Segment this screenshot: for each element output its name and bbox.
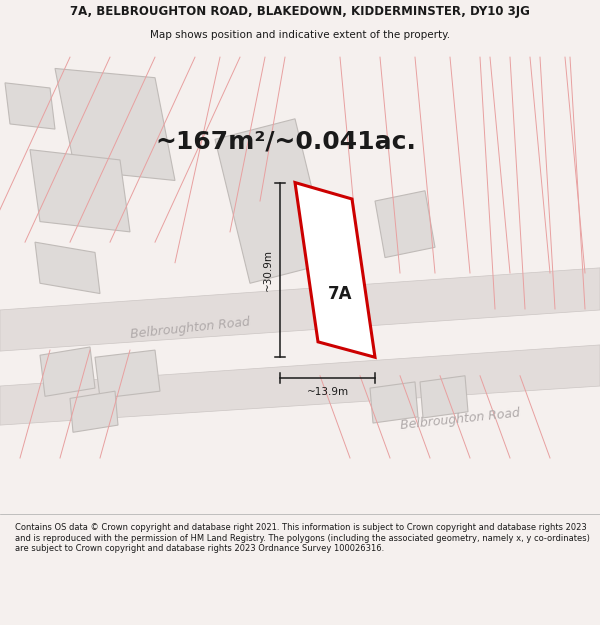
Polygon shape — [5, 83, 55, 129]
Text: Belbroughton Road: Belbroughton Road — [130, 316, 251, 341]
Text: 7A, BELBROUGHTON ROAD, BLAKEDOWN, KIDDERMINSTER, DY10 3JG: 7A, BELBROUGHTON ROAD, BLAKEDOWN, KIDDER… — [70, 5, 530, 18]
Polygon shape — [0, 268, 600, 351]
Polygon shape — [0, 345, 600, 425]
Polygon shape — [35, 242, 100, 294]
Polygon shape — [55, 69, 175, 181]
Text: ~167m²/~0.041ac.: ~167m²/~0.041ac. — [155, 129, 416, 153]
Polygon shape — [40, 347, 95, 396]
Polygon shape — [215, 119, 330, 283]
Polygon shape — [375, 191, 435, 258]
Text: Map shows position and indicative extent of the property.: Map shows position and indicative extent… — [150, 30, 450, 40]
Text: ~30.9m: ~30.9m — [263, 249, 273, 291]
Polygon shape — [420, 376, 468, 418]
Text: 7A: 7A — [328, 284, 352, 302]
Polygon shape — [370, 382, 418, 423]
Polygon shape — [95, 350, 160, 398]
Polygon shape — [70, 391, 118, 432]
Polygon shape — [295, 182, 375, 358]
Text: Contains OS data © Crown copyright and database right 2021. This information is : Contains OS data © Crown copyright and d… — [15, 523, 590, 553]
Text: ~13.9m: ~13.9m — [307, 388, 349, 398]
Polygon shape — [30, 149, 130, 232]
Text: Belbroughton Road: Belbroughton Road — [400, 406, 521, 432]
